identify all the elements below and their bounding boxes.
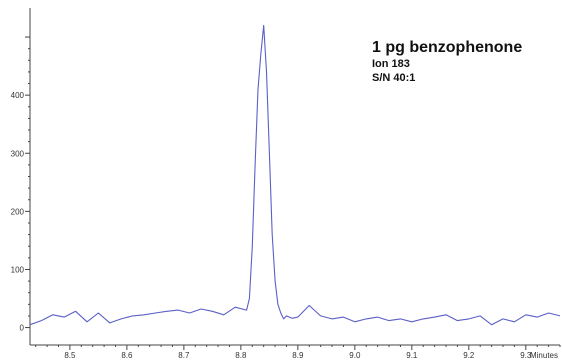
y-axis: 0 100 200 300 400 xyxy=(11,36,30,333)
y-tick-label: 0 xyxy=(20,324,25,333)
y-tick-label: 200 xyxy=(11,207,25,216)
series-line xyxy=(29,24,561,326)
x-tick-label: 8.6 xyxy=(121,351,133,360)
plot-frame xyxy=(29,8,560,346)
annotation-ion: Ion 183 xyxy=(372,58,410,70)
series-layer xyxy=(29,24,561,326)
x-tick-label: 9.3 xyxy=(520,351,532,360)
y-tick-label: 400 xyxy=(11,91,25,100)
x-tick-label: 9.0 xyxy=(349,351,361,360)
x-tick-label: 8.7 xyxy=(178,351,190,360)
x-tick-label: 8.5 xyxy=(64,351,76,360)
annotation-compound: 1 pg benzophenone xyxy=(372,39,522,56)
y-tick-label: 300 xyxy=(11,149,25,158)
x-tick-label: 8.8 xyxy=(235,351,247,360)
x-axis-label: Minutes xyxy=(530,351,558,360)
y-tick-label: 100 xyxy=(11,265,25,274)
x-tick-label: 9.2 xyxy=(463,351,475,360)
annotations: 1 pg benzophenone Ion 183 S/N 40:1 xyxy=(372,39,522,84)
x-tick-label: 9.1 xyxy=(406,351,418,360)
annotation-snr: S/N 40:1 xyxy=(372,72,415,84)
x-tick-label: 8.9 xyxy=(292,351,304,360)
